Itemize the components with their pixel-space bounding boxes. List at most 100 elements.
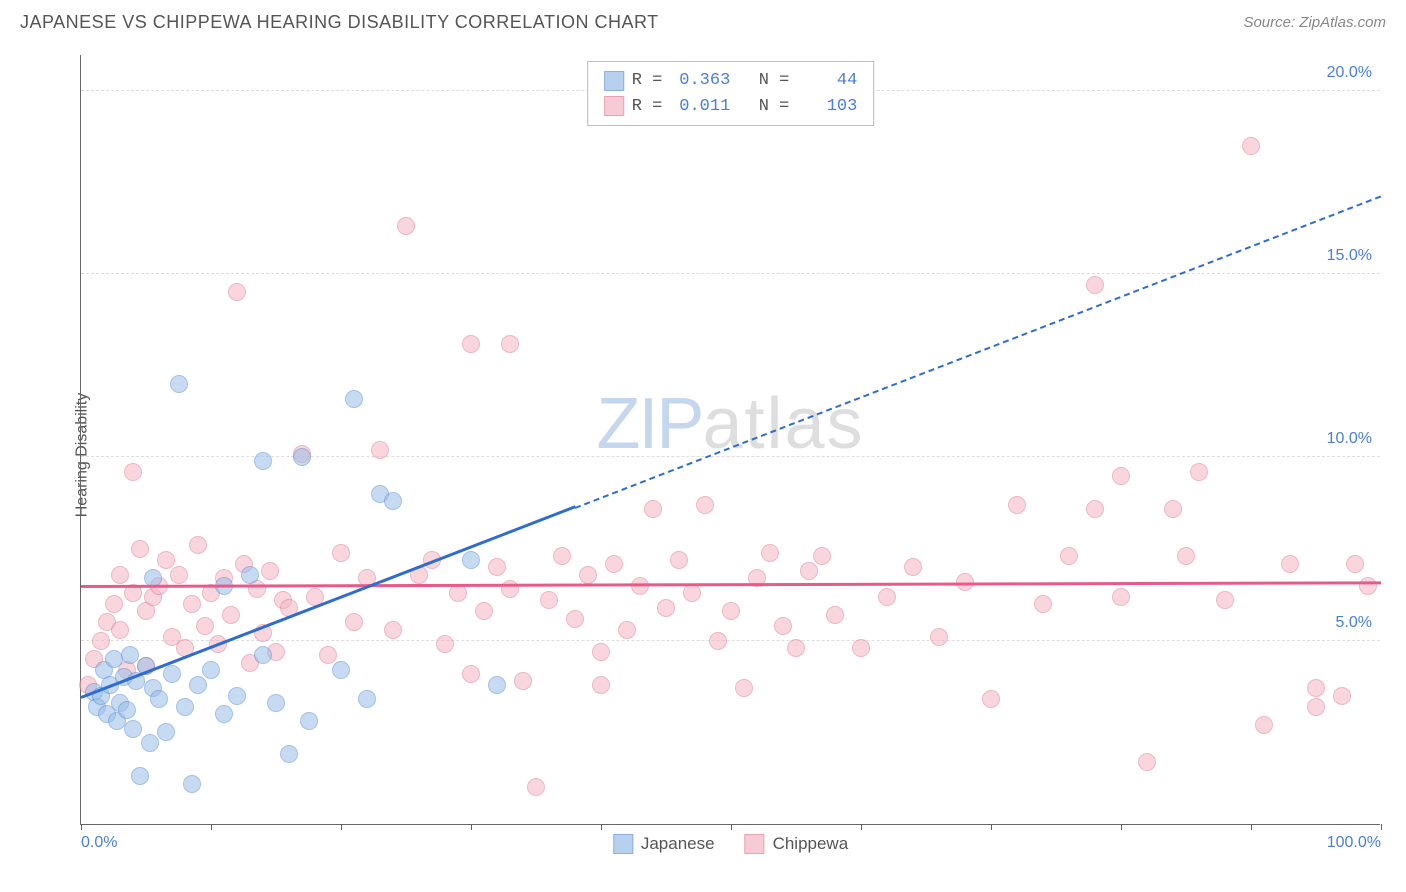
scatter-point-chippewa [384,621,402,639]
scatter-point-chippewa [605,555,623,573]
scatter-point-chippewa [1307,698,1325,716]
scatter-point-japanese [105,650,123,668]
stats-r-value: 0.363 [670,68,730,94]
scatter-point-japanese [241,566,259,584]
scatter-point-chippewa [904,558,922,576]
scatter-point-japanese [150,690,168,708]
stats-n-label: N = [738,94,789,120]
x-tick [1121,824,1122,830]
scatter-point-chippewa [222,606,240,624]
scatter-point-japanese [202,661,220,679]
scatter-point-chippewa [800,562,818,580]
scatter-point-japanese [118,701,136,719]
scatter-point-chippewa [982,690,1000,708]
scatter-point-chippewa [930,628,948,646]
scatter-point-chippewa [345,613,363,631]
scatter-point-chippewa [228,283,246,301]
scatter-point-chippewa [462,665,480,683]
scatter-point-chippewa [1216,591,1234,609]
scatter-point-chippewa [1346,555,1364,573]
scatter-point-japanese [121,646,139,664]
scatter-point-chippewa [1086,500,1104,518]
scatter-point-chippewa [92,632,110,650]
scatter-point-japanese [170,375,188,393]
stats-r-value: 0.011 [670,94,730,120]
scatter-point-chippewa [183,595,201,613]
scatter-point-chippewa [196,617,214,635]
header: JAPANESE VS CHIPPEWA HEARING DISABILITY … [0,0,1406,41]
scatter-point-chippewa [761,544,779,562]
scatter-point-japanese [141,734,159,752]
scatter-point-japanese [280,745,298,763]
scatter-point-japanese [462,551,480,569]
chart-title: JAPANESE VS CHIPPEWA HEARING DISABILITY … [20,12,659,33]
x-tick [341,824,342,830]
scatter-point-chippewa [157,551,175,569]
scatter-point-japanese [215,705,233,723]
watermark: ZIPatlas [596,383,864,465]
y-tick-label: 15.0% [1327,247,1372,265]
y-tick-label: 10.0% [1327,430,1372,448]
scatter-point-chippewa [787,639,805,657]
swatch-icon [604,71,624,91]
scatter-point-chippewa [131,540,149,558]
scatter-point-chippewa [105,595,123,613]
scatter-point-japanese [189,676,207,694]
scatter-point-japanese [267,694,285,712]
scatter-point-chippewa [111,566,129,584]
scatter-point-chippewa [488,558,506,576]
scatter-point-japanese [293,448,311,466]
scatter-point-chippewa [644,500,662,518]
scatter-point-chippewa [189,536,207,554]
scatter-point-japanese [384,492,402,510]
swatch-icon [745,834,765,854]
scatter-point-chippewa [709,632,727,650]
x-tick [1251,824,1252,830]
scatter-point-chippewa [124,463,142,481]
scatter-point-japanese [131,767,149,785]
gridline-horizontal [81,640,1380,641]
scatter-point-chippewa [1112,467,1130,485]
scatter-point-chippewa [1307,679,1325,697]
gridline-horizontal [81,456,1380,457]
scatter-point-chippewa [813,547,831,565]
scatter-point-chippewa [1255,716,1273,734]
watermark-zip: ZIP [596,384,702,464]
scatter-point-chippewa [319,646,337,664]
scatter-point-chippewa [397,217,415,235]
y-tick-label: 20.0% [1327,64,1372,82]
scatter-point-chippewa [1034,595,1052,613]
x-tick [861,824,862,830]
scatter-point-chippewa [1138,753,1156,771]
scatter-plot-area: ZIPatlas R =0.363 N =44R =0.011 N =103 J… [80,55,1380,825]
x-tick [601,824,602,830]
stats-n-value: 44 [797,68,857,94]
scatter-point-chippewa [371,441,389,459]
scatter-point-japanese [332,661,350,679]
scatter-point-japanese [228,687,246,705]
watermark-atlas: atlas [702,384,864,464]
scatter-point-chippewa [332,544,350,562]
scatter-point-japanese [157,723,175,741]
scatter-point-chippewa [735,679,753,697]
scatter-point-chippewa [1060,547,1078,565]
scatter-point-chippewa [579,566,597,584]
scatter-point-chippewa [696,496,714,514]
scatter-point-chippewa [852,639,870,657]
scatter-point-chippewa [462,335,480,353]
series-legend: JapaneseChippewa [613,834,848,854]
scatter-point-japanese [163,665,181,683]
x-tick [211,824,212,830]
scatter-point-chippewa [553,547,571,565]
scatter-point-japanese [183,775,201,793]
scatter-point-chippewa [540,591,558,609]
scatter-point-chippewa [878,588,896,606]
scatter-point-chippewa [1190,463,1208,481]
trend-line [81,581,1381,588]
scatter-point-chippewa [618,621,636,639]
x-tick [81,824,82,830]
x-tick [731,824,732,830]
scatter-point-chippewa [261,562,279,580]
legend-label: Chippewa [773,834,849,854]
scatter-point-chippewa [1242,137,1260,155]
